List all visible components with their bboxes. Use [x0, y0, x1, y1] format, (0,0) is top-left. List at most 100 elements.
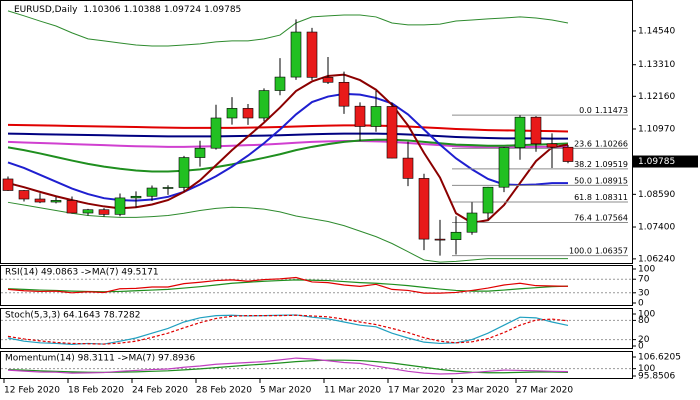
y-tick-label: 1.07400: [638, 223, 675, 233]
candle-body: [354, 105, 366, 127]
main-panel-frame: [0, 0, 633, 264]
symbol: EURUSD,Daily: [14, 5, 78, 15]
moving-average-line: [7, 123, 569, 133]
fib-level: 61.8: [574, 193, 592, 202]
fib-level: 0.0: [579, 106, 592, 115]
panel-title: Stoch(5,3,3) 64.1643 78.7282: [5, 311, 140, 321]
fib-price: 1.10266: [595, 139, 628, 148]
ohlc-value: 1.09724: [164, 5, 201, 15]
indicator-line: [7, 276, 569, 294]
fib-label: 100.0 1.06357: [569, 246, 628, 255]
candle-body: [370, 106, 382, 127]
candle-body: [2, 178, 14, 191]
y-tick-label: 1.06240: [638, 254, 675, 264]
candle-body: [306, 31, 318, 78]
moving-average-line: [7, 92, 568, 202]
fib-price: 1.07564: [595, 213, 628, 222]
panel-title: Momentum(14) 98.3111 ->MA(7) 97.8936: [5, 354, 196, 364]
candle-body: [402, 157, 414, 179]
ohlc-value: 1.09785: [204, 5, 241, 15]
candle-body: [210, 117, 222, 149]
candle-body: [114, 197, 126, 215]
rsi-panel-frame: [0, 265, 633, 306]
candle-body: [66, 200, 78, 214]
candle-body: [242, 108, 254, 119]
y-tick-label: 106.6205: [638, 353, 681, 363]
x-tick-label: 17 Mar 2020: [388, 386, 445, 396]
fib-label: 0.0 1.11473: [579, 106, 628, 115]
candle-body: [322, 77, 334, 83]
indicator-line: [7, 357, 569, 375]
candle-body: [338, 81, 350, 107]
candle-body: [482, 186, 494, 214]
moving-average-line: [7, 138, 569, 173]
x-tick-label: 24 Feb 2020: [132, 386, 188, 396]
moving-average-line: [7, 132, 568, 140]
fib-level: 50.0: [574, 176, 592, 185]
candle-body: [194, 147, 206, 158]
panel-title: RSI(14) 49.0863 ->MA(7) 49.5171: [5, 268, 159, 278]
fib-label: 23.6 1.10266: [574, 139, 628, 148]
y-tick-label: 1.10970: [638, 124, 675, 134]
ohlc-value: 1.10388: [124, 5, 161, 15]
candle-body: [162, 187, 174, 189]
x-tick-label: 11 Mar 2020: [324, 386, 381, 396]
x-tick-label: 18 Feb 2020: [68, 386, 124, 396]
candle-body: [130, 195, 142, 199]
candle-body: [530, 116, 542, 145]
fib-level: 100.0: [569, 246, 592, 255]
y-tick-label: 1.12160: [638, 92, 675, 102]
candle-body: [50, 200, 62, 203]
y-tick-label: 95.8506: [638, 372, 675, 382]
fib-price: 1.06357: [595, 246, 628, 255]
x-tick-label: 27 Mar 2020: [516, 386, 573, 396]
chart-title: EURUSD,Daily 1.10306 1.10388 1.09724 1.09785: [14, 5, 241, 15]
stoch-panel-frame: [0, 308, 633, 349]
candle-body: [514, 116, 526, 148]
momentum-panel-frame: [0, 351, 633, 379]
candle-body: [466, 212, 478, 233]
last-price-label: 1.09785: [638, 157, 675, 167]
candle-body: [98, 209, 110, 215]
fib-price: 1.08915: [595, 176, 628, 185]
candle-body: [546, 143, 558, 148]
x-tick-label: 28 Feb 2020: [196, 386, 252, 396]
y-tick-label: 100: [638, 310, 655, 320]
fib-price: 1.08311: [595, 193, 628, 202]
candle-body: [146, 187, 158, 197]
candle-body: [82, 209, 94, 214]
candle-body: [274, 76, 286, 91]
ohlc-value: 1.10306: [83, 5, 120, 15]
y-tick-label: 80: [638, 316, 650, 326]
fib-level: 76.4: [574, 213, 592, 222]
moving-average-line: [7, 10, 569, 47]
fib-price: 1.09519: [595, 159, 628, 168]
candle-body: [226, 108, 238, 119]
candle-body: [498, 147, 510, 188]
y-tick-label: 100: [638, 265, 655, 275]
candle-body: [562, 146, 574, 162]
y-tick-label: 100: [638, 364, 655, 374]
x-tick-label: 12 Feb 2020: [4, 386, 60, 396]
x-tick-label: 5 Mar 2020: [260, 386, 312, 396]
y-tick-label: 0: [638, 342, 644, 352]
indicator-line: [7, 279, 569, 293]
moving-average-line: [7, 140, 568, 149]
fib-label: 61.8 1.08311: [574, 193, 628, 202]
candle-body: [450, 231, 462, 240]
moving-average-line: [7, 201, 568, 263]
fib-label: 38.2 1.09519: [574, 159, 628, 168]
fib-level: 38.2: [574, 159, 592, 168]
candle-body: [418, 178, 430, 240]
y-tick-label: 20: [638, 335, 650, 345]
candle-body: [34, 198, 46, 203]
y-tick-label: 1.14540: [638, 26, 675, 36]
candle-body: [434, 238, 446, 241]
y-tick-label: 1.13310: [638, 60, 675, 70]
candle-body: [18, 190, 30, 200]
fib-level: 23.6: [574, 139, 592, 148]
y-tick-label: 70: [638, 275, 650, 285]
fib-label: 50.0 1.08915: [574, 176, 628, 185]
candle-body: [178, 157, 190, 188]
